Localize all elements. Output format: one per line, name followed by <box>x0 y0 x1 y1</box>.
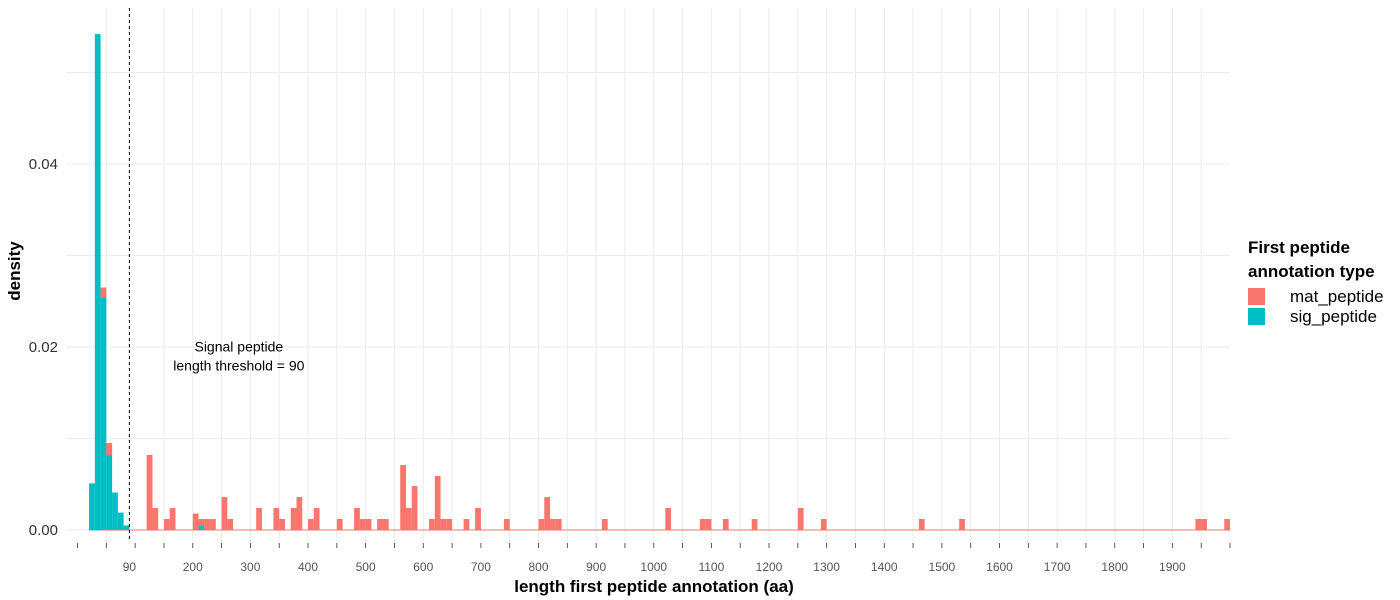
x-tick-label: 300 <box>240 560 260 574</box>
mat-peptide-bar <box>959 519 965 530</box>
x-tick-label: 1600 <box>986 560 1013 574</box>
x-tick-label: 900 <box>586 560 606 574</box>
legend-label: sig_peptide <box>1290 307 1377 326</box>
mat-peptide-bar <box>1195 519 1202 530</box>
sig-peptide-bar <box>198 525 205 530</box>
x-tick-label: 1200 <box>756 560 783 574</box>
sig-peptide-bar <box>123 525 130 530</box>
x-tick-label: 1000 <box>640 560 667 574</box>
mat-peptide-bar <box>256 508 262 530</box>
y-axis-ticks: 0.00 0.02 0.04 <box>29 156 58 539</box>
mat-peptide-bar <box>106 443 113 455</box>
legend-swatch <box>1248 288 1265 305</box>
mat-peptide-bar <box>820 519 827 530</box>
mat-peptide-bar <box>296 497 303 530</box>
x-tick-label: 600 <box>413 560 433 574</box>
mat-peptide-bar <box>538 519 545 530</box>
mat-peptide-bar <box>273 508 280 530</box>
sig-peptide-bar <box>94 34 101 530</box>
x-tick-label: 1700 <box>1044 560 1071 574</box>
mat-peptide-bar <box>210 519 216 530</box>
mat-peptide-bar <box>550 519 556 530</box>
sig-peptide-bar <box>117 512 124 530</box>
y-tick-label: 0.00 <box>29 522 58 539</box>
threshold-annotation: Signal peptide length threshold = 90 <box>173 339 304 374</box>
legend-label: mat_peptide <box>1290 287 1384 306</box>
x-axis-ticks: 90 200 300 400 500 600 700 800 900 1000 1100 1200 13… <box>77 543 1231 574</box>
mat-peptide-bar <box>400 465 406 530</box>
mat-peptide-bar <box>204 519 211 530</box>
x-tick-label: 800 <box>528 560 548 574</box>
x-tick-label: 1400 <box>871 560 898 574</box>
y-axis-label: density <box>5 241 24 301</box>
x-tick-label: 500 <box>356 560 376 574</box>
y-tick-label: 0.04 <box>29 156 58 173</box>
mat-peptide-bar <box>354 508 360 530</box>
mat-peptide-bar <box>198 519 205 526</box>
mat-peptide-bar <box>100 287 107 298</box>
x-tick-label: 1900 <box>1159 560 1186 574</box>
mat-peptide-bar <box>359 519 366 530</box>
x-axis-label: length first peptide annotation (aa) <box>514 577 794 596</box>
sig-peptide-bar <box>100 297 107 530</box>
x-tick-label: 1100 <box>698 560 724 574</box>
mat-peptide-bar <box>279 519 285 530</box>
mat-peptide-bar <box>163 519 170 530</box>
sig-peptide-bar <box>106 454 113 530</box>
mat-peptide-bar <box>377 519 383 530</box>
y-tick-label: 0.02 <box>29 339 58 356</box>
mat-peptide-bar <box>429 519 435 530</box>
x-tick-label: 700 <box>471 560 491 574</box>
mat-peptide-bar <box>1224 519 1230 530</box>
mat-peptide-bar <box>382 519 389 530</box>
mat-peptide-bar <box>227 519 234 530</box>
mat-peptide-bar <box>336 519 343 530</box>
mat-peptide-bar <box>152 508 159 530</box>
x-tick-label: 200 <box>183 560 203 574</box>
mat-peptide-bar <box>463 519 470 530</box>
mat-peptide-bar <box>365 519 372 530</box>
sig-peptide-bar <box>112 492 118 530</box>
legend-title: First peptide <box>1248 238 1350 257</box>
mat-peptide-bar <box>555 519 562 530</box>
x-tick-label: 400 <box>298 560 318 574</box>
mat-peptide-bar <box>313 508 320 530</box>
mat-peptide-bar <box>169 508 176 530</box>
mat-peptide-bar <box>544 497 551 530</box>
mat-peptide-bar <box>446 519 453 530</box>
mat-peptide-bar <box>475 508 481 530</box>
mat-peptide-bar <box>918 519 925 530</box>
grid-lines <box>66 8 1230 542</box>
mat-peptide-bar <box>411 486 418 530</box>
sig-peptide-bar <box>89 483 95 530</box>
mat-peptide-bar <box>503 519 510 530</box>
mat-peptide-bar <box>221 497 228 530</box>
mat-peptide-bar <box>192 513 199 530</box>
legend-title: annotation type <box>1248 262 1375 281</box>
legend-swatch <box>1248 308 1265 325</box>
annotation-line: Signal peptide <box>194 339 283 355</box>
annotation-line: length threshold = 90 <box>173 358 304 374</box>
mat-peptide-bar <box>601 519 608 530</box>
mat-peptide-bar <box>751 519 758 530</box>
mat-peptide-bar <box>699 519 706 530</box>
mat-peptide-bar <box>434 476 441 530</box>
x-tick-label: 1800 <box>1101 560 1128 574</box>
mat-peptide-bar <box>797 508 804 530</box>
x-tick-label: 90 <box>123 560 137 574</box>
mat-peptide-bar <box>290 508 297 530</box>
histogram-bars <box>89 34 1230 530</box>
mat-peptide-bar <box>665 508 672 530</box>
mat-peptide-bar <box>405 508 412 530</box>
mat-peptide-bar <box>705 519 712 530</box>
mat-peptide-bar <box>308 519 314 530</box>
mat-peptide-bar <box>1201 519 1207 530</box>
mat-peptide-bar <box>146 454 153 530</box>
mat-peptide-bar <box>440 519 447 530</box>
x-tick-label: 1300 <box>813 560 840 574</box>
x-tick-label: 1500 <box>929 560 956 574</box>
legend: First peptide annotation type mat_peptides… <box>1248 238 1384 326</box>
mat-peptide-bar <box>722 519 729 530</box>
